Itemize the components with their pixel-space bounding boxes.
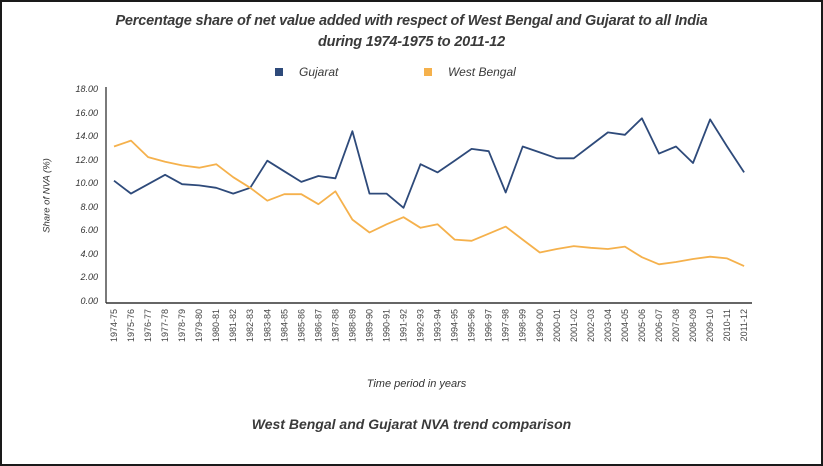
x-tick-label: 1981-82 <box>228 309 238 342</box>
x-tick-label: 1992-93 <box>416 309 426 342</box>
x-tick-label: 1982-83 <box>245 309 255 342</box>
x-tick-label: 1978-79 <box>177 309 187 342</box>
x-tick-label: 1987-88 <box>330 309 340 342</box>
x-tick-label: 2004-05 <box>620 309 630 342</box>
x-axis-label: Time period in years <box>366 378 467 390</box>
y-tick-label: 2.00 <box>80 272 98 283</box>
x-tick-label: 2006-07 <box>654 309 664 342</box>
x-tick-label: 1984-85 <box>279 309 289 342</box>
x-tick-label: 2001-02 <box>569 309 579 342</box>
x-tick-label: 1993-94 <box>433 309 443 342</box>
legend-item-west-bengal: West Bengal <box>424 65 516 79</box>
x-tick-label: 1977-78 <box>160 309 170 342</box>
y-tick-label: 8.00 <box>80 201 98 212</box>
legend-label-west-bengal: West Bengal <box>448 65 516 79</box>
x-tick-label: 1996-97 <box>484 309 494 342</box>
x-tick-label: 2009-10 <box>705 309 715 342</box>
x-tick-label: 2002-03 <box>586 309 596 342</box>
y-tick-label: 16.00 <box>75 107 98 118</box>
x-tick-label: 1990-91 <box>381 309 391 342</box>
x-tick-label: 2003-04 <box>603 309 613 342</box>
x-axis-ticks: 1974-75 1975-76 1976-77 1977-78 1978-79 1979-… <box>109 309 749 342</box>
x-tick-label: 1989-90 <box>364 309 374 342</box>
series-line-west-bengal <box>113 139 745 267</box>
series-line-gujarat <box>113 117 745 209</box>
x-tick-label: 1998-99 <box>518 309 528 342</box>
x-tick-label: 1999-00 <box>535 309 545 342</box>
x-tick-label: 1975-76 <box>126 309 136 342</box>
legend-swatch-gujarat <box>275 68 283 76</box>
x-tick-label: 1980-81 <box>211 309 221 342</box>
series-lines <box>113 117 745 267</box>
x-tick-label: 1983-84 <box>262 309 272 342</box>
x-tick-label: 1976-77 <box>143 309 153 342</box>
y-tick-label: 14.00 <box>75 131 98 142</box>
chart-caption: West Bengal and Gujarat NVA trend compar… <box>251 416 572 432</box>
x-tick-label: 1986-87 <box>313 309 323 342</box>
y-tick-label: 6.00 <box>80 225 98 236</box>
x-tick-label: 1995-96 <box>467 309 477 342</box>
chart-subtitle: during 1974-1975 to 2011-12 <box>318 34 505 50</box>
y-tick-label: 0.00 <box>80 296 98 306</box>
axes <box>105 87 752 304</box>
legend-item-gujarat: Gujarat <box>275 65 338 79</box>
y-tick-label: 18.00 <box>75 84 98 94</box>
x-tick-label: 1988-89 <box>347 309 357 342</box>
y-tick-label: 10.00 <box>75 178 98 189</box>
x-tick-label: 2008-09 <box>688 309 698 342</box>
x-tick-label: 1985-86 <box>296 309 306 342</box>
x-tick-label: 2007-08 <box>671 309 681 342</box>
chart-title: Percentage share of net value added with… <box>115 13 708 29</box>
x-tick-label: 1997-98 <box>501 309 511 342</box>
y-tick-label: 12.00 <box>75 154 98 165</box>
x-tick-label: 1991-92 <box>399 309 409 342</box>
x-tick-label: 2005-06 <box>637 309 647 342</box>
y-tick-label: 4.00 <box>80 248 98 259</box>
x-tick-label: 2000-01 <box>552 309 562 342</box>
x-tick-label: 1974-75 <box>109 309 119 342</box>
x-tick-label: 1979-80 <box>194 309 204 342</box>
legend-swatch-west-bengal <box>424 68 432 76</box>
x-tick-label: 2011-12 <box>739 309 749 341</box>
x-tick-label: 1994-95 <box>450 309 460 342</box>
legend-label-gujarat: Gujarat <box>299 65 339 79</box>
x-tick-label: 2010-11 <box>722 309 732 341</box>
